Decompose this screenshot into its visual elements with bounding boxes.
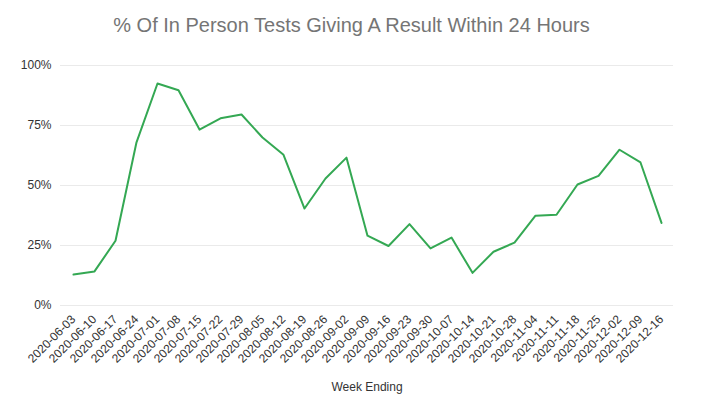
svg-text:2020-11-25: 2020-11-25 (550, 312, 604, 365)
svg-text:2020-11-18: 2020-11-18 (529, 312, 583, 365)
svg-text:2020-07-15: 2020-07-15 (151, 312, 205, 366)
svg-text:2020-09-16: 2020-09-16 (340, 312, 394, 366)
svg-text:2020-10-28: 2020-10-28 (466, 312, 520, 366)
svg-text:2020-09-30: 2020-09-30 (382, 312, 436, 366)
svg-text:2020-10-21: 2020-10-21 (445, 312, 499, 366)
svg-text:2020-09-02: 2020-09-02 (298, 312, 352, 366)
svg-text:100%: 100% (21, 58, 52, 72)
svg-text:2020-12-09: 2020-12-09 (592, 312, 646, 366)
svg-text:2020-06-03: 2020-06-03 (25, 312, 79, 366)
svg-text:2020-10-07: 2020-10-07 (403, 312, 457, 366)
svg-text:25%: 25% (27, 238, 51, 252)
svg-text:2020-12-16: 2020-12-16 (613, 312, 667, 366)
svg-text:2020-07-01: 2020-07-01 (109, 312, 163, 366)
svg-text:2020-08-05: 2020-08-05 (214, 312, 268, 366)
svg-text:2020-07-22: 2020-07-22 (172, 312, 226, 366)
svg-text:75%: 75% (27, 118, 51, 132)
svg-text:0%: 0% (34, 298, 52, 312)
svg-text:Week Ending: Week Ending (331, 380, 402, 394)
svg-text:2020-11-11: 2020-11-11 (509, 312, 562, 365)
svg-text:2020-08-12: 2020-08-12 (235, 312, 289, 366)
svg-text:2020-08-26: 2020-08-26 (277, 312, 331, 366)
svg-text:2020-07-29: 2020-07-29 (193, 312, 247, 366)
html-text:% Of In Person Tests Giving A: % Of In Person Tests Giving A Result Wit… (113, 14, 590, 36)
svg-text:2020-06-24: 2020-06-24 (88, 312, 142, 366)
svg-text:50%: 50% (27, 178, 51, 192)
svg-text:2020-09-09: 2020-09-09 (319, 312, 373, 366)
svg-text:2020-09-23: 2020-09-23 (361, 312, 415, 366)
svg-text:2020-06-17: 2020-06-17 (67, 312, 121, 366)
svg-text:2020-12-02: 2020-12-02 (571, 312, 625, 366)
svg-text:2020-06-10: 2020-06-10 (46, 312, 100, 366)
svg-text:2020-08-19: 2020-08-19 (256, 312, 310, 366)
svg-text:2020-10-14: 2020-10-14 (424, 312, 478, 366)
svg-text:2020-11-04: 2020-11-04 (487, 312, 541, 365)
svg-text:2020-07-08: 2020-07-08 (130, 312, 184, 366)
